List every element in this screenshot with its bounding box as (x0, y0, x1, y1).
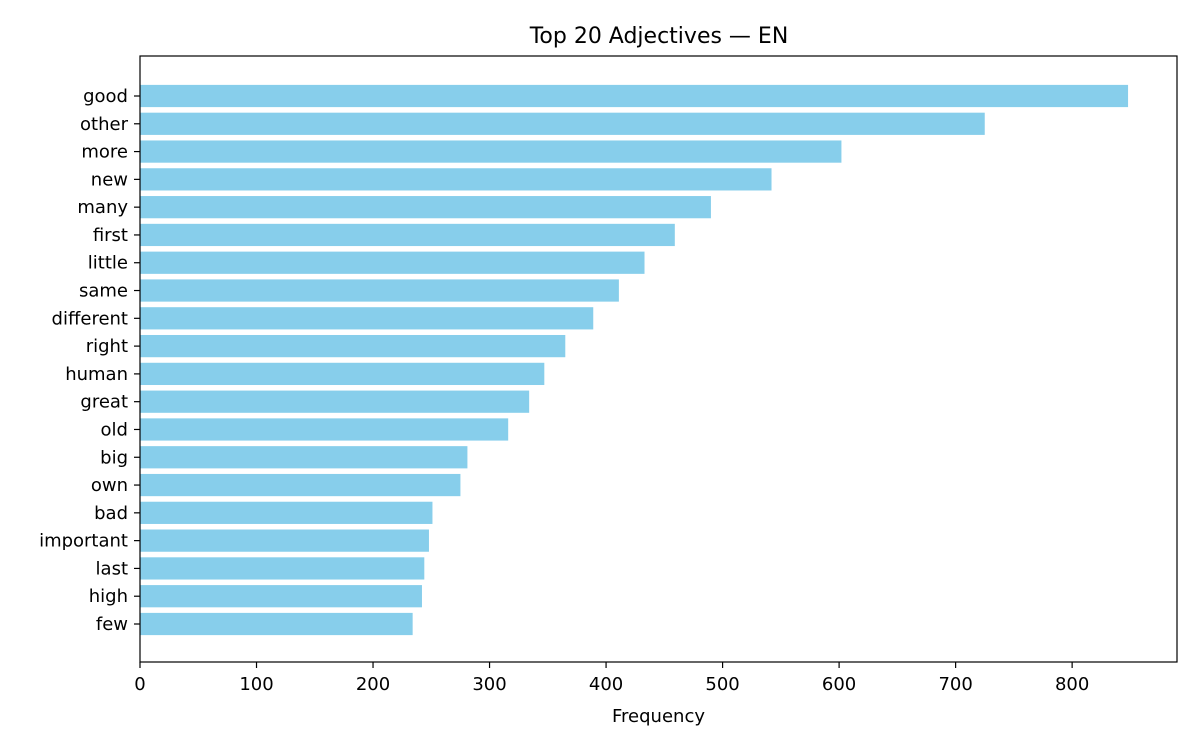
y-tick-label: more (81, 142, 128, 163)
y-tick-label: right (86, 336, 128, 357)
y-tick-label: many (77, 197, 128, 218)
x-tick-label: 200 (356, 674, 390, 695)
bar-same (140, 279, 619, 302)
y-tick-label: old (101, 419, 128, 440)
y-tick-label: little (88, 253, 128, 274)
y-tick-label: first (93, 225, 128, 246)
bar-other (140, 112, 985, 135)
bar-own (140, 473, 461, 497)
y-tick-label: human (65, 364, 128, 385)
y-tick-label: big (100, 447, 128, 468)
x-axis-ticks: 0 100 200 300 400 500 600 700 800 (134, 662, 1089, 695)
y-tick-label: last (96, 558, 128, 579)
y-tick-label: high (89, 586, 128, 607)
bar-many (140, 196, 711, 219)
x-tick-label: 100 (239, 674, 273, 695)
x-tick-label: 500 (705, 674, 739, 695)
bar-high (140, 585, 422, 608)
y-axis-ticks: good other more new many first little same diffe… (39, 86, 140, 635)
y-tick-label: different (52, 308, 128, 329)
bar-human (140, 362, 545, 386)
x-tick-label: 300 (472, 674, 506, 695)
x-tick-label: 800 (1055, 674, 1089, 695)
bar-old (140, 418, 509, 441)
y-tick-label: new (91, 169, 128, 190)
bar-little (140, 251, 645, 274)
y-tick-label: good (83, 86, 128, 107)
bar-new (140, 168, 772, 191)
y-tick-label: few (96, 614, 128, 635)
x-tick-label: 600 (822, 674, 856, 695)
bar-big (140, 446, 468, 469)
plot-area-frame (139, 55, 1178, 663)
y-tick-label: own (91, 475, 128, 496)
bar-important (140, 529, 429, 552)
bar-great (140, 390, 530, 413)
x-axis-label: Frequency (612, 706, 705, 727)
bar-good (140, 84, 1129, 108)
bar-few (140, 612, 413, 636)
bar-different (140, 307, 594, 330)
x-tick-label: 0 (134, 674, 145, 695)
chart-title: Top 20 Adjectives — EN (529, 24, 789, 49)
bar-bad (140, 501, 433, 524)
bar-last (140, 557, 425, 580)
x-tick-label: 400 (589, 674, 623, 695)
bar-more (140, 140, 842, 163)
bars-layer (140, 84, 1129, 636)
y-tick-label: same (79, 281, 128, 302)
y-tick-label: other (80, 114, 129, 135)
y-tick-label: great (80, 392, 128, 413)
y-tick-label: important (39, 531, 128, 552)
bar-right (140, 334, 566, 358)
y-tick-label: bad (94, 503, 128, 524)
bar-first (140, 223, 675, 247)
x-tick-label: 700 (938, 674, 972, 695)
